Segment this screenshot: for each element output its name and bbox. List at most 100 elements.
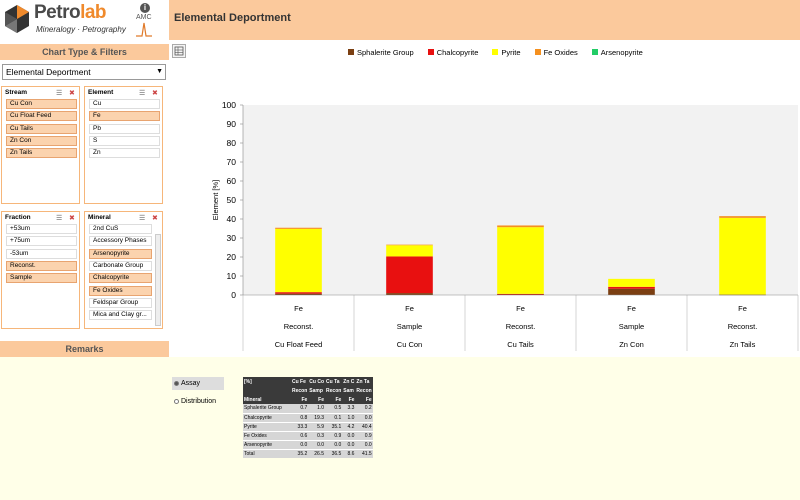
fraction-slicer-item[interactable]: -53um — [6, 248, 77, 259]
bar-segment[interactable] — [608, 286, 655, 289]
mineral-slicer-item[interactable]: Accessory Phases — [89, 236, 152, 247]
mineral-slicer-item[interactable]: Arsenopyrite — [89, 248, 152, 259]
mineral-slicer-item[interactable]: Fe Oxides — [89, 285, 152, 296]
bar-segment[interactable] — [608, 278, 655, 287]
legend-swatch — [427, 49, 434, 55]
pivot-header-cell: Fe — [291, 395, 309, 404]
fraction-slicer-item[interactable]: +75um — [6, 236, 77, 247]
bar-segment[interactable] — [275, 228, 322, 293]
pivot-cell: 26.5 — [308, 449, 326, 458]
legend-label: Arsenopyrite — [600, 47, 643, 57]
pivot-cell: 35.1 — [325, 422, 343, 432]
chart-type-dropdown[interactable]: Elemental Deportment ▼ — [2, 64, 166, 80]
fraction-slicer-item[interactable]: +53um — [6, 224, 77, 234]
page-title: Elemental Deportment — [174, 12, 291, 24]
legend-label: Sphalerite Group — [357, 47, 414, 57]
pivot-cell: 0.0 — [342, 431, 356, 441]
element-slicer-title: Element — [88, 89, 114, 96]
element-slicer-item[interactable]: Pb — [89, 123, 160, 134]
chart-type-value: Elemental Deportment — [6, 67, 91, 77]
mineral-slicer-item[interactable]: Feldspar Group — [89, 297, 152, 308]
fraction-slicer-item[interactable]: Sample — [6, 273, 77, 284]
bar-segment[interactable] — [719, 216, 766, 218]
clear-filter-icon[interactable]: ✖ — [152, 215, 158, 222]
multi-select-icon[interactable]: ☰ — [56, 215, 63, 222]
bar-segment[interactable] — [608, 288, 655, 295]
x-label-fraction: Sample — [397, 322, 422, 331]
stacked-bar-chart: 0 10 20 30 40 50 60 70 80 90 100 Element [%] Fe Recon… — [211, 100, 799, 351]
bar-segment[interactable] — [386, 256, 433, 294]
bar-segment[interactable] — [497, 294, 544, 295]
stream-slicer-item[interactable]: Cu Tails — [6, 123, 77, 134]
mineral-slicer-item[interactable]: Chalcopyrite — [89, 273, 152, 284]
pivot-cell: 0.3 — [308, 431, 326, 441]
fraction-slicer-item[interactable]: Reconst. — [6, 260, 77, 271]
pivot-cell: 1.0 — [308, 404, 326, 414]
info-icon[interactable]: i — [140, 3, 150, 13]
amc-peak-icon — [136, 22, 152, 37]
stream-slicer-item[interactable]: Cu Float Feed — [6, 111, 77, 122]
remarks-area[interactable] — [0, 357, 169, 500]
mineral-slicer-item[interactable]: Mica and Clay gr... — [89, 310, 152, 321]
stream-slicer-item[interactable]: Cu Con — [6, 99, 77, 109]
petrolab-logo-icon — [5, 5, 29, 33]
multi-select-icon[interactable]: ☰ — [139, 215, 146, 222]
element-slicer-item[interactable]: S — [89, 135, 160, 146]
element-slicer-item[interactable]: Fe — [89, 111, 160, 122]
x-label-stream: Zn Con — [619, 340, 644, 349]
pivot-header-row: [%] Cu Fe Cu Co Cu Ta Zn C Zn Ta — [243, 377, 373, 386]
bar-segment[interactable] — [386, 245, 433, 257]
bar-segment[interactable] — [275, 293, 322, 295]
clear-filter-icon[interactable]: ✖ — [69, 90, 75, 97]
mineral-scrollbar[interactable] — [155, 234, 161, 326]
mineral-slicer: Mineral ☰ ✖ 2nd CuS Accessory Phases Arsen… — [84, 211, 163, 329]
petrolab-logo: Petrolab Mineralogy · Petrography i AMC — [0, 0, 169, 40]
x-label-fraction: Reconst. — [728, 322, 758, 331]
bar-segment[interactable] — [497, 227, 544, 294]
pivot-header-cell: Fe — [342, 395, 356, 404]
y-tick-label: 80 — [227, 138, 237, 148]
pivot-cell: 36.5 — [325, 449, 343, 458]
bar-segment[interactable] — [275, 227, 322, 229]
bar-segment[interactable] — [275, 292, 322, 294]
x-label-stream: Cu Tails — [507, 340, 534, 349]
x-label-element: Fe — [405, 304, 414, 313]
x-label-stream: Zn Tails — [730, 340, 756, 349]
pivot-header-cell: Cu Fe — [291, 377, 309, 386]
pivot-cell: 0.0 — [342, 440, 356, 450]
pivot-header-cell: Zn C — [342, 377, 356, 386]
y-tick-label: 40 — [227, 214, 237, 224]
element-slicer-item[interactable]: Cu — [89, 99, 160, 109]
bar-segment[interactable] — [386, 293, 433, 295]
clear-filter-icon[interactable]: ✖ — [69, 215, 75, 222]
mineral-slicer-item[interactable]: 2nd CuS — [89, 224, 152, 234]
stream-slicer-item[interactable]: Zn Con — [6, 135, 77, 146]
logo-text-part1: Petro — [34, 2, 81, 23]
x-label-element: Fe — [294, 304, 303, 313]
mineral-slicer-item[interactable]: Carbonate Group — [89, 260, 152, 271]
clear-filter-icon[interactable]: ✖ — [152, 90, 158, 97]
assay-option[interactable]: Assay — [172, 377, 224, 390]
x-label-element: Fe — [627, 304, 636, 313]
pivot-cell: 0.6 — [291, 431, 309, 441]
multi-select-icon[interactable]: ☰ — [56, 90, 63, 97]
element-slicer-item[interactable]: Zn — [89, 148, 160, 159]
y-tick-label: 60 — [227, 176, 237, 186]
remarks-title: Remarks — [0, 341, 169, 357]
pivot-header-cell: Fe — [308, 395, 326, 404]
pivot-table: [%] Cu Fe Cu Co Cu Ta Zn C Zn Ta Recon Samp Reco… — [243, 377, 373, 458]
multi-select-icon[interactable]: ☰ — [139, 90, 146, 97]
distribution-option[interactable]: Distribution — [172, 395, 224, 408]
pivot-cell: 0.0 — [355, 413, 373, 423]
bar-segment[interactable] — [497, 293, 544, 295]
radio-icon — [174, 381, 179, 386]
pivot-cell: 5.9 — [308, 422, 326, 432]
bar-segment[interactable] — [497, 225, 544, 228]
chart-legend: Sphalerite Group Chalcopyrite Pyrite Fe Oxi… — [348, 47, 643, 57]
bar-segment[interactable] — [386, 244, 433, 246]
stream-slicer-item[interactable]: Zn Tails — [6, 148, 77, 159]
bar-segment[interactable] — [719, 217, 766, 295]
table-view-icon[interactable] — [172, 44, 186, 58]
chevron-down-icon[interactable]: ▼ — [156, 68, 163, 75]
amc-logo: AMC — [136, 14, 152, 37]
